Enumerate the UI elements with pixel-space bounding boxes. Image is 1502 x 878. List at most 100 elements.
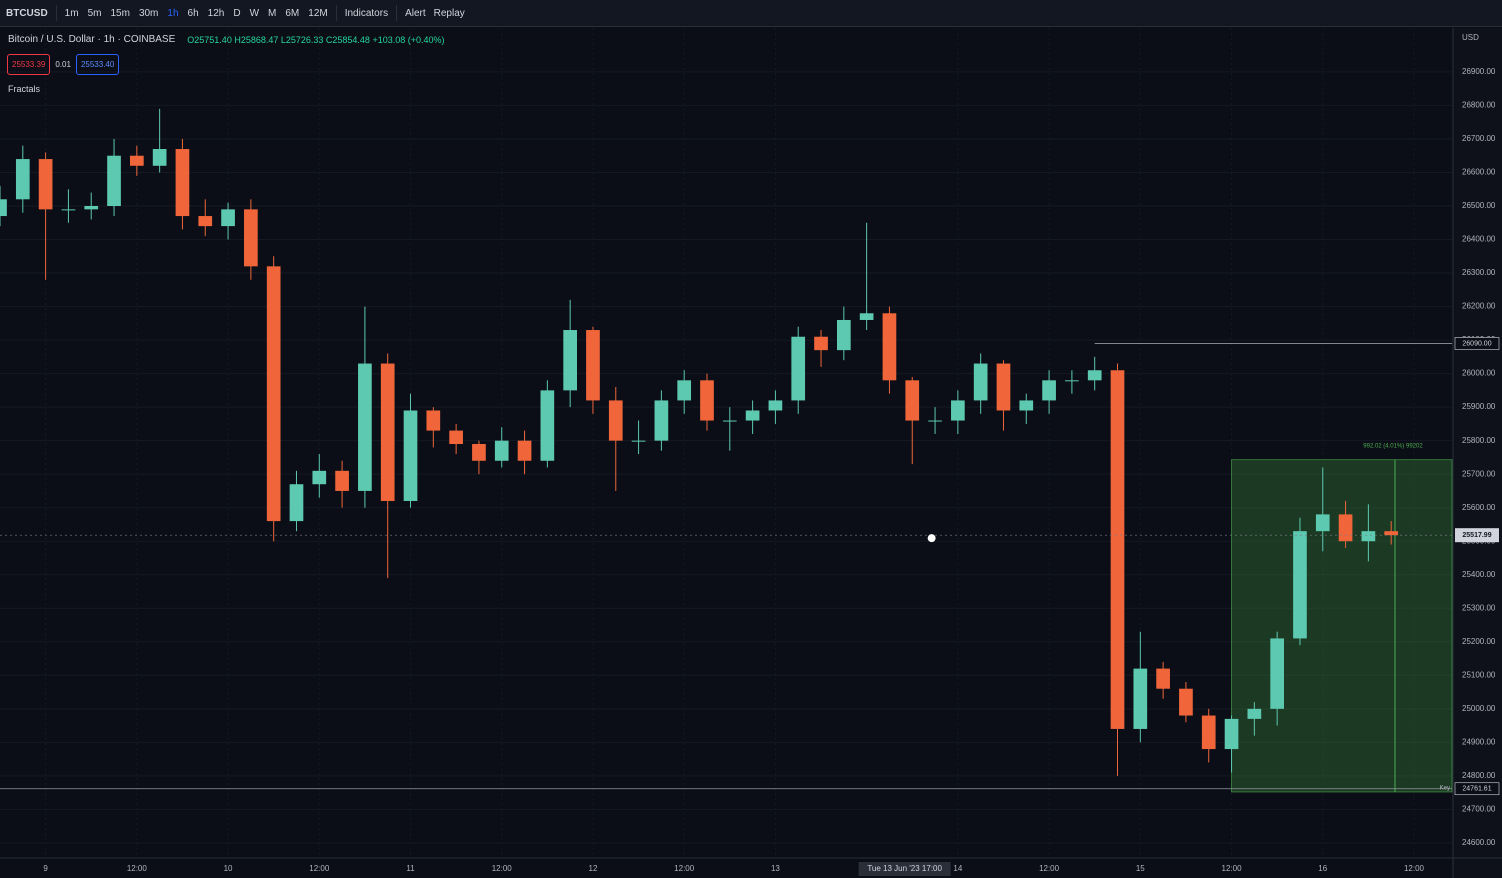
interval[interactable]: 15m bbox=[110, 7, 130, 19]
crosshair-price-tag bbox=[1455, 528, 1499, 543]
y-tick-label: 26700.00 bbox=[1462, 134, 1496, 143]
candle-body bbox=[1133, 668, 1148, 729]
candle-body bbox=[1087, 370, 1102, 381]
interval[interactable]: 6h bbox=[187, 7, 199, 19]
candle-body bbox=[1110, 370, 1125, 729]
candle-body bbox=[494, 440, 509, 461]
candle-body bbox=[380, 363, 395, 501]
quotes: 25533.39 0.01 25533.40 bbox=[7, 54, 120, 75]
candle-body bbox=[129, 155, 144, 166]
position-box bbox=[1231, 459, 1453, 793]
y-tick-label: 26300.00 bbox=[1462, 268, 1496, 277]
candle-body bbox=[700, 380, 714, 421]
candle-body bbox=[1156, 668, 1170, 689]
y-tick-label: 25700.00 bbox=[1462, 469, 1496, 478]
candle-body bbox=[1201, 715, 1216, 750]
y-tick-label: 24900.00 bbox=[1462, 737, 1496, 746]
candle-body bbox=[722, 420, 737, 422]
cursor bbox=[927, 534, 936, 543]
x-tick-label: 15 bbox=[1136, 864, 1145, 873]
candle-body bbox=[631, 440, 646, 442]
candle-body bbox=[1042, 380, 1056, 401]
candle-body bbox=[84, 206, 99, 210]
interval[interactable]: 12M bbox=[308, 7, 328, 19]
candle-body bbox=[1384, 531, 1399, 536]
y-tick-label: 24700.00 bbox=[1462, 805, 1496, 814]
candle-body bbox=[198, 216, 213, 227]
y-tick-label: 25000.00 bbox=[1462, 704, 1496, 713]
x-tick-label: 16 bbox=[1318, 864, 1327, 873]
price-tag-label: 26090.00 bbox=[1462, 340, 1491, 347]
x-tick-label: 11 bbox=[406, 864, 415, 873]
candle-body bbox=[996, 363, 1011, 411]
legend-title: Bitcoin / U.S. Dollar · 1h · COINBASE bbox=[8, 34, 176, 45]
x-tick-label: 12:00 bbox=[309, 864, 330, 873]
candle-body bbox=[403, 410, 418, 501]
toolbar: BTCUSD 1m 5m 15m 30m 1h 6h 12h D W M 6M 12M Indicat… bbox=[0, 0, 1502, 27]
candle-body bbox=[973, 363, 988, 401]
indicator-label: Fractals bbox=[8, 84, 41, 94]
candle-body bbox=[1270, 638, 1284, 709]
bid[interactable]: 25533.39 bbox=[7, 54, 51, 75]
interval[interactable]: 1h bbox=[167, 7, 179, 19]
legend-ohlc: O25751.40 H25868.47 L25726.33 C25854.48 … bbox=[187, 34, 445, 45]
x-tick-label: 10 bbox=[224, 864, 233, 873]
candle-body bbox=[677, 380, 692, 401]
x-tick-label: 9 bbox=[43, 864, 48, 873]
x-tick-label: 12:00 bbox=[127, 864, 148, 873]
candle-body bbox=[175, 149, 190, 217]
candle-body bbox=[517, 440, 532, 461]
crosshair-time-label: Tue 13 Jun '23 17:00 bbox=[867, 864, 942, 873]
ask[interactable]: 25533.40 bbox=[75, 54, 120, 75]
interval[interactable]: 1m bbox=[64, 7, 79, 19]
interval[interactable]: 30m bbox=[138, 7, 159, 19]
candle-body bbox=[312, 470, 327, 485]
y-tick-label: 26500.00 bbox=[1462, 201, 1496, 210]
price-tag bbox=[1454, 337, 1500, 350]
interval[interactable]: 12h bbox=[207, 7, 225, 19]
y-tick-label: 26900.00 bbox=[1462, 67, 1496, 76]
x-tick-label: 14 bbox=[953, 864, 962, 873]
candle-body bbox=[1179, 688, 1193, 716]
candle-body bbox=[859, 313, 874, 320]
indicators-button[interactable]: Indicators bbox=[344, 7, 389, 19]
alert-button[interactable]: Alert bbox=[405, 7, 426, 19]
x-tick-label: 12:00 bbox=[492, 864, 513, 873]
crosshair-price-label: 25517.99 bbox=[1462, 532, 1491, 539]
candle-body bbox=[1247, 708, 1262, 719]
replay-button[interactable]: Replay bbox=[433, 7, 465, 19]
candle-body bbox=[266, 266, 281, 522]
candle-body bbox=[358, 363, 372, 491]
candle-body bbox=[1019, 400, 1034, 411]
interval[interactable]: D bbox=[233, 7, 241, 19]
candle-body bbox=[152, 149, 167, 166]
candle-body bbox=[928, 420, 942, 422]
symbol[interactable]: BTCUSD bbox=[6, 7, 48, 19]
candle-body bbox=[15, 159, 30, 200]
candle-body bbox=[540, 390, 555, 461]
candle-body bbox=[882, 313, 897, 381]
candle-body bbox=[905, 380, 920, 421]
y-tick-label: 26800.00 bbox=[1462, 101, 1496, 110]
candle-body bbox=[61, 209, 76, 211]
line-tag: Key bbox=[1440, 785, 1450, 791]
interval[interactable]: 6M bbox=[285, 7, 300, 19]
y-tick-label: 25200.00 bbox=[1462, 637, 1496, 646]
candle-body bbox=[1065, 380, 1079, 382]
candle-body bbox=[608, 400, 623, 441]
y-tick-label: 25100.00 bbox=[1462, 670, 1496, 679]
y-tick-label: 25900.00 bbox=[1462, 402, 1496, 411]
price-tag bbox=[1454, 782, 1500, 796]
candle-body bbox=[1293, 531, 1307, 639]
candle-body bbox=[951, 400, 965, 421]
candle-body bbox=[654, 400, 669, 441]
candle-body bbox=[1315, 514, 1330, 532]
y-tick-label: 26400.00 bbox=[1462, 235, 1496, 244]
interval[interactable]: W bbox=[249, 7, 260, 19]
interval[interactable]: M bbox=[268, 7, 277, 19]
x-tick-label: 13 bbox=[771, 864, 780, 873]
candle-body bbox=[38, 159, 53, 210]
interval[interactable]: 5m bbox=[87, 7, 102, 19]
crosshair-time-tag bbox=[858, 862, 951, 876]
